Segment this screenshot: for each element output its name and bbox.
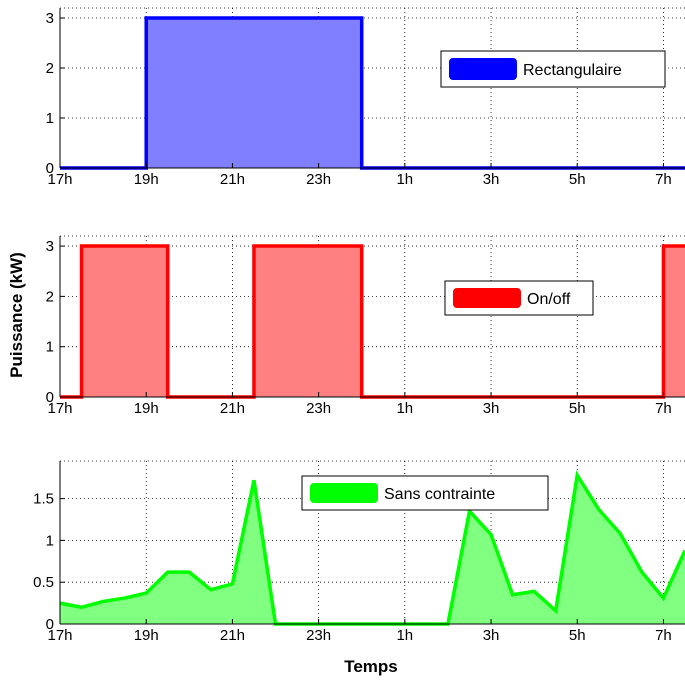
y-tick-label: 0.5 <box>33 574 54 591</box>
x-tick-label: 5h <box>569 171 586 188</box>
series-area-sans-contrainte <box>60 475 685 624</box>
x-tick-label: 1h <box>396 171 413 188</box>
legend-label: Sans contrainte <box>384 486 495 503</box>
y-tick-label: 0 <box>46 160 54 177</box>
x-tick-label: 21h <box>220 627 245 644</box>
legend-swatch <box>449 58 517 80</box>
series-area-rectangulaire <box>60 18 685 168</box>
x-tick-label: 1h <box>396 627 413 644</box>
y-tick-label: 3 <box>46 10 54 27</box>
x-tick-label: 5h <box>569 400 586 417</box>
x-tick-label: 17h <box>47 171 72 188</box>
x-tick-label: 1h <box>396 400 413 417</box>
x-tick-label: 3h <box>483 171 500 188</box>
y-axis-label: Puissance (kW) <box>7 252 26 378</box>
y-tick-label: 1 <box>46 110 54 127</box>
legend-label: Rectangulaire <box>523 62 622 79</box>
y-tick-label: 2 <box>46 288 54 305</box>
x-tick-label: 7h <box>655 171 672 188</box>
x-tick-label: 17h <box>47 627 72 644</box>
x-tick-label: 23h <box>306 171 331 188</box>
y-tick-label: 2 <box>46 60 54 77</box>
x-tick-label: 19h <box>134 171 159 188</box>
series-area-on-off <box>60 246 685 397</box>
x-tick-label: 17h <box>47 400 72 417</box>
legend-swatch <box>453 288 521 308</box>
subplot-sans-contrainte: 17h 19h 21h 23h 1h 3h 5h 7h 0 0.5 1 1.5 Sans contrai… <box>33 460 685 644</box>
y-tick-label: 3 <box>46 238 54 255</box>
x-tick-label: 7h <box>655 400 672 417</box>
legend: Rectangulaire <box>440 50 666 88</box>
legend-label: On/off <box>527 291 571 308</box>
legend: Sans contrainte <box>301 475 549 511</box>
subplot-on-off: 17h 19h 21h 23h 1h 3h 5h 7h 0 1 2 3 On/off <box>46 235 685 417</box>
x-tick-label: 5h <box>569 627 586 644</box>
series-line-on-off <box>60 244 685 399</box>
x-tick-label: 3h <box>483 627 500 644</box>
y-tick-label: 1 <box>46 532 54 549</box>
x-tick-label: 23h <box>306 627 331 644</box>
legend: On/off <box>444 280 594 316</box>
x-axis-label: Temps <box>344 657 398 676</box>
x-tick-label: 23h <box>306 400 331 417</box>
y-tick-label: 1.5 <box>33 491 54 508</box>
legend-swatch <box>310 483 378 503</box>
subplot-rectangulaire: 17h 19h 21h 23h 1h 3h 5h 7h 0 1 2 3 Rectangulaire <box>46 7 685 188</box>
y-tick-label: 0 <box>46 616 54 633</box>
x-tick-label: 19h <box>134 627 159 644</box>
y-tick-label: 0 <box>46 389 54 406</box>
x-tick-label: 3h <box>483 400 500 417</box>
y-tick-label: 1 <box>46 339 54 356</box>
x-tick-label: 21h <box>220 171 245 188</box>
x-tick-label: 7h <box>655 627 672 644</box>
x-tick-label: 21h <box>220 400 245 417</box>
x-tick-label: 19h <box>134 400 159 417</box>
